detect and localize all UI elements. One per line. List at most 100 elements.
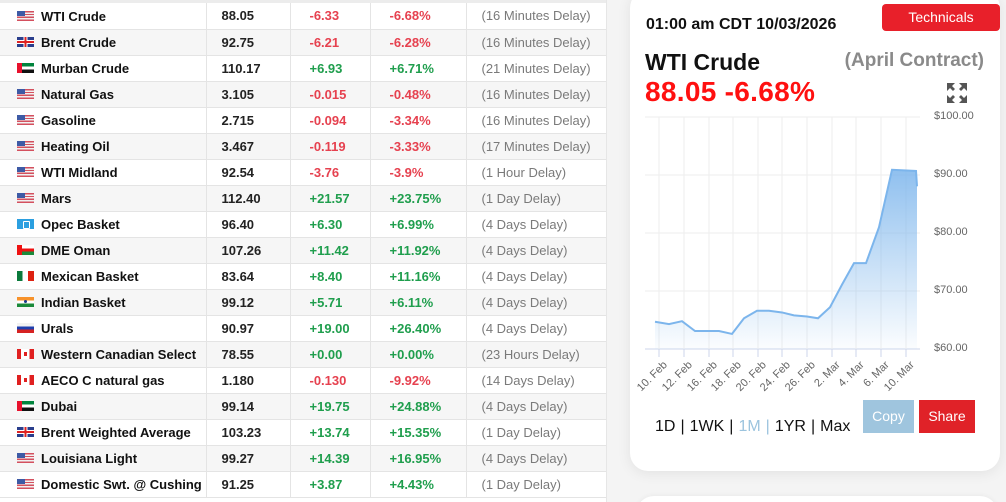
commodity-label: Mars: [41, 191, 72, 207]
commodity-name[interactable]: Indian Basket: [0, 289, 207, 316]
technicals-button[interactable]: Technicals: [882, 4, 1000, 31]
commodity-name[interactable]: Western Canadian Select: [0, 341, 207, 368]
range-option-1yr[interactable]: 1YR: [774, 418, 806, 435]
expand-arrows-icon[interactable]: [946, 82, 968, 104]
table-row[interactable]: Murban Crude 110.17 +6.93 +6.71% (21 Minutes…: [0, 55, 606, 82]
commodity-label: Brent Weighted Average: [41, 425, 191, 441]
price-cell: 1.180: [206, 367, 291, 394]
range-option-1d[interactable]: 1D: [655, 418, 676, 435]
delay-cell: (4 Days Delay): [466, 393, 606, 420]
table-row[interactable]: Mars 112.40 +21.57 +23.75% (1 Day Delay): [0, 185, 606, 212]
delay-cell: (17 Minutes Delay): [466, 133, 606, 160]
commodity-name[interactable]: Natural Gas: [0, 81, 207, 108]
table-row[interactable]: Gasoline 2.715 -0.094 -3.34% (16 Minutes Del…: [0, 107, 606, 134]
flag-ca-icon: [17, 348, 34, 359]
flag-us-icon: [17, 166, 34, 177]
delay-cell: (4 Days Delay): [466, 315, 606, 342]
percent-change-cell: -6.28%: [370, 29, 467, 56]
range-option-1m[interactable]: 1M: [738, 418, 761, 435]
percent-change-cell: +11.16%: [370, 263, 467, 290]
flag-om-icon: [17, 244, 34, 255]
table-row[interactable]: Domestic Swt. @ Cushing 91.25 +3.87 +4.43%(…: [0, 471, 606, 498]
commodity-name[interactable]: Dubai: [0, 393, 207, 420]
table-row[interactable]: Urals 90.97 +19.00 +26.40% (4 Days Delay): [0, 315, 606, 342]
flag-ae-icon: [17, 62, 34, 73]
energy-prices-table: WTI Crude 88.05 -6.33 -6.68% (16 Minutes Del…: [0, 0, 607, 502]
copy-button[interactable]: Copy: [863, 400, 914, 433]
table-row[interactable]: DME Oman 107.26 +11.42 +11.92% (4 Days Delay…: [0, 237, 606, 264]
table-row[interactable]: Louisiana Light 99.27 +14.39 +16.95% (4 Days…: [0, 445, 606, 472]
flag-us-icon: [17, 88, 34, 99]
price-line: [654, 168, 918, 336]
delay-cell: (16 Minutes Delay): [466, 81, 606, 108]
table-row[interactable]: Brent Weighted Average 103.23 +13.74 +15.35…: [0, 419, 606, 446]
table-row[interactable]: Natural Gas 3.105 -0.015 -0.48% (16 Minutes …: [0, 81, 606, 108]
commodity-name[interactable]: Opec Basket: [0, 211, 207, 238]
range-separator: |: [729, 418, 734, 435]
percent-change-cell: +6.11%: [370, 289, 467, 316]
commodity-name[interactable]: Mars: [0, 185, 207, 212]
commodity-name[interactable]: Urals: [0, 315, 207, 342]
delay-cell: (1 Day Delay): [466, 471, 606, 498]
commodity-name[interactable]: WTI Crude: [0, 3, 207, 30]
table-row[interactable]: Indian Basket 99.12 +5.71 +6.11% (4 Days Del…: [0, 289, 606, 316]
delay-cell: (16 Minutes Delay): [466, 107, 606, 134]
commodity-name[interactable]: DME Oman: [0, 237, 207, 264]
price-cell: 96.40: [206, 211, 291, 238]
table-row[interactable]: Heating Oil 3.467 -0.119 -3.33% (17 Minutes …: [0, 133, 606, 160]
change-cell: +19.00: [290, 315, 371, 342]
commodity-label: Indian Basket: [41, 295, 126, 311]
percent-change-cell: -3.34%: [370, 107, 467, 134]
change-cell: +5.71: [290, 289, 371, 316]
y-tick-label: $60.00: [934, 342, 968, 354]
commodity-name[interactable]: Domestic Swt. @ Cushing: [0, 471, 207, 498]
flag-gb-icon: [17, 36, 34, 47]
table-row[interactable]: Opec Basket 96.40 +6.30 +6.99% (4 Days Delay…: [0, 211, 606, 238]
table-row[interactable]: Dubai 99.14 +19.75 +24.88% (4 Days Delay): [0, 393, 606, 420]
percent-change-cell: +24.88%: [370, 393, 467, 420]
range-option-max[interactable]: Max: [820, 418, 851, 435]
range-option-1wk[interactable]: 1WK: [689, 418, 725, 435]
commodity-name[interactable]: Gasoline: [0, 107, 207, 134]
range-separator: |: [765, 418, 770, 435]
commodity-label: Dubai: [41, 399, 78, 415]
price-cell: 88.05: [206, 3, 291, 30]
price-chart[interactable]: $60.00 $70.00 $80.00 $90.00 $100.00 10. Feb 1…: [630, 100, 1000, 400]
table-row[interactable]: Mexican Basket 83.64 +8.40 +11.16% (4 Days D…: [0, 263, 606, 290]
price-cell: 99.27: [206, 445, 291, 472]
commodity-name[interactable]: Brent Weighted Average: [0, 419, 207, 446]
commodity-name[interactable]: Louisiana Light: [0, 445, 207, 472]
commodity-label: Gasoline: [41, 113, 96, 129]
commodity-name[interactable]: Heating Oil: [0, 133, 207, 160]
commodity-name[interactable]: Mexican Basket: [0, 263, 207, 290]
flag-ru-icon: [17, 322, 34, 333]
range-separator: |: [680, 418, 685, 435]
commodity-name[interactable]: WTI Midland: [0, 159, 207, 186]
commodity-name[interactable]: AECO C natural gas: [0, 367, 207, 394]
commodity-name[interactable]: Murban Crude: [0, 55, 207, 82]
delay-cell: (4 Days Delay): [466, 211, 606, 238]
percent-change-cell: +0.00%: [370, 341, 467, 368]
contract-label: (April Contract): [844, 50, 984, 71]
table-row[interactable]: Western Canadian Select 78.55 +0.00 +0.00%(…: [0, 341, 606, 368]
commodity-name[interactable]: Brent Crude: [0, 29, 207, 56]
change-cell: +11.42: [290, 237, 371, 264]
price-cell: 99.12: [206, 289, 291, 316]
commodity-label: WTI Midland: [41, 165, 118, 181]
commodity-label: Western Canadian Select: [41, 347, 197, 363]
share-button[interactable]: Share: [919, 400, 975, 433]
percent-change-cell: -3.9%: [370, 159, 467, 186]
change-cell: +19.75: [290, 393, 371, 420]
change-cell: +3.87: [290, 471, 371, 498]
price-cell: 90.97: [206, 315, 291, 342]
commodity-label: Domestic Swt. @ Cushing: [41, 477, 202, 493]
table-row[interactable]: WTI Crude 88.05 -6.33 -6.68% (16 Minutes Del…: [0, 3, 606, 30]
range-selector: 1D | 1WK | 1M | 1YR | Max: [655, 418, 850, 436]
flag-in-icon: [17, 296, 34, 307]
table-row[interactable]: AECO C natural gas 1.180 -0.130 -9.92% (14 D…: [0, 367, 606, 394]
commodity-label: DME Oman: [41, 243, 111, 259]
price-cell: 3.467: [206, 133, 291, 160]
table-row[interactable]: WTI Midland 92.54 -3.76 -3.9% (1 Hour Delay): [0, 159, 606, 186]
table-row[interactable]: Brent Crude 92.75 -6.21 -6.28% (16 Minutes D…: [0, 29, 606, 56]
next-card: [636, 496, 998, 502]
